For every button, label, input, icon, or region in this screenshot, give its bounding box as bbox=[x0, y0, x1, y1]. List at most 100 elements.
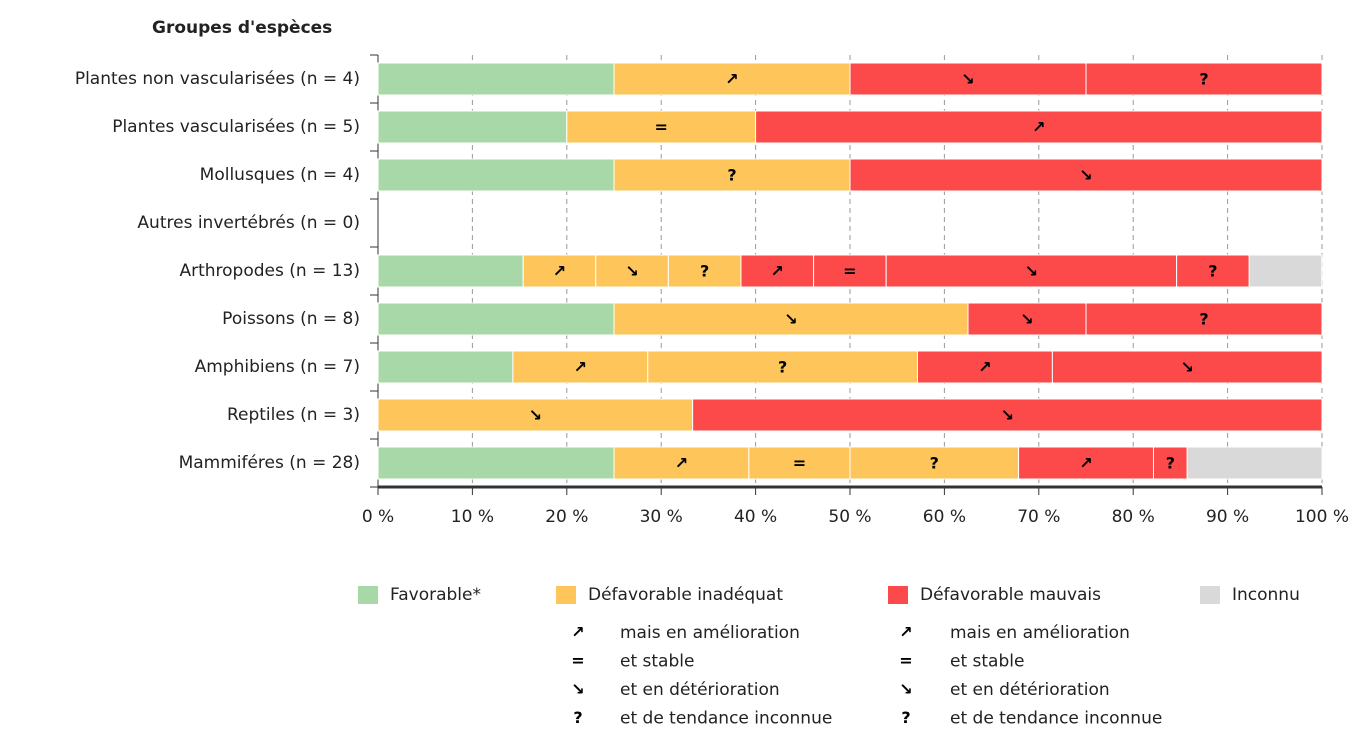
bar-segment bbox=[377, 158, 615, 192]
bar-segment bbox=[849, 158, 1323, 192]
legend-swatch bbox=[556, 586, 576, 604]
trend-symbol: = bbox=[793, 454, 806, 473]
legend-swatch bbox=[358, 586, 378, 604]
trend-legend-label: et en détérioration bbox=[950, 680, 1110, 700]
x-tick-label: 90 % bbox=[1206, 507, 1249, 527]
trend-legend-label: et de tendance inconnue bbox=[950, 709, 1162, 729]
trend-symbol: ? bbox=[727, 166, 736, 185]
trend-symbol: ↘ bbox=[1181, 358, 1194, 377]
trend-legend-label: et stable bbox=[950, 652, 1024, 672]
trend-symbol: ↘ bbox=[1079, 166, 1092, 185]
bar-segment bbox=[377, 254, 524, 288]
trend-symbol: ? bbox=[1208, 262, 1217, 281]
bar-segment bbox=[1248, 254, 1323, 288]
trend-symbol: = bbox=[843, 262, 856, 281]
bar-segment bbox=[377, 302, 615, 336]
trend-legend-symbol: ↗ bbox=[571, 623, 584, 642]
bar-segment bbox=[916, 350, 1053, 384]
bar-segment bbox=[1018, 446, 1154, 480]
y-tick-label: Plantes vascularisées (n = 5) bbox=[112, 117, 360, 137]
bar-segment bbox=[613, 446, 750, 480]
x-tick-label: 60 % bbox=[923, 507, 966, 527]
x-tick-label: 30 % bbox=[640, 507, 683, 527]
trend-symbol: ↘ bbox=[961, 70, 974, 89]
x-tick-label: 70 % bbox=[1017, 507, 1060, 527]
bar-segment bbox=[613, 302, 969, 336]
chart-title: Groupes d'espèces bbox=[152, 18, 332, 38]
trend-symbol: ↘ bbox=[1001, 406, 1014, 425]
legend-swatch bbox=[888, 586, 908, 604]
bar-segment bbox=[849, 62, 1087, 96]
bar-segment bbox=[377, 62, 615, 96]
trend-symbol: ? bbox=[1199, 310, 1208, 329]
legend-label: Défavorable inadéquat bbox=[588, 585, 783, 605]
trend-legend-symbol: = bbox=[571, 651, 584, 670]
y-tick-label: Plantes non vascularisées (n = 4) bbox=[75, 69, 360, 89]
bar-segment bbox=[566, 110, 757, 144]
trend-symbol: ↗ bbox=[675, 454, 688, 473]
trend-symbol: ↗ bbox=[978, 358, 991, 377]
trend-symbol: ↗ bbox=[1032, 118, 1045, 137]
trend-symbol: ↗ bbox=[553, 262, 566, 281]
bar-segment bbox=[377, 110, 568, 144]
bar-segment bbox=[692, 398, 1323, 432]
trend-legend-label: mais en amélioration bbox=[950, 623, 1130, 643]
bar-segment bbox=[522, 254, 597, 288]
y-tick-label: Poissons (n = 8) bbox=[222, 309, 360, 329]
trend-symbol: ↗ bbox=[574, 358, 587, 377]
trend-legend-label: et stable bbox=[620, 652, 694, 672]
trend-legend-label: mais en amélioration bbox=[620, 623, 800, 643]
trend-symbol: ↘ bbox=[1020, 310, 1033, 329]
x-tick-label: 100 % bbox=[1295, 507, 1349, 527]
trend-symbol: ↘ bbox=[784, 310, 797, 329]
bar-segment bbox=[849, 446, 1020, 480]
trend-symbol: ? bbox=[1166, 454, 1175, 473]
y-tick-label: Mollusques (n = 4) bbox=[200, 165, 360, 185]
bar-segment bbox=[512, 350, 649, 384]
x-tick-label: 80 % bbox=[1112, 507, 1155, 527]
trend-symbol: = bbox=[654, 118, 667, 137]
legend-label: Favorable* bbox=[390, 585, 481, 605]
legend-label: Défavorable mauvais bbox=[920, 585, 1101, 605]
legend-label: Inconnu bbox=[1232, 585, 1300, 605]
trend-legend-symbol: = bbox=[899, 651, 912, 670]
bar-segment bbox=[748, 446, 851, 480]
trend-legend-label: et de tendance inconnue bbox=[620, 709, 832, 729]
x-tick-label: 20 % bbox=[545, 507, 588, 527]
x-tick-label: 40 % bbox=[734, 507, 777, 527]
bar-segment bbox=[377, 398, 694, 432]
bar-segment bbox=[813, 254, 887, 288]
bar-segment bbox=[1186, 446, 1323, 480]
trend-symbol: ↗ bbox=[1079, 454, 1092, 473]
trend-legend-symbol: ↘ bbox=[571, 680, 584, 699]
y-tick-label: Amphibiens (n = 7) bbox=[195, 357, 360, 377]
legend-swatch bbox=[1200, 586, 1220, 604]
x-tick-label: 50 % bbox=[828, 507, 871, 527]
trend-symbol: ↘ bbox=[529, 406, 542, 425]
bar-segment bbox=[1085, 302, 1323, 336]
trend-legend-symbol: ↗ bbox=[899, 623, 912, 642]
trend-symbol: ↗ bbox=[771, 262, 784, 281]
bar-segment bbox=[740, 254, 815, 288]
trend-legend-symbol: ? bbox=[901, 708, 910, 727]
trend-legend-label: et en détérioration bbox=[620, 680, 780, 700]
trend-symbol: ? bbox=[778, 358, 787, 377]
bar-segment bbox=[1085, 62, 1323, 96]
trend-legend-symbol: ? bbox=[573, 708, 582, 727]
bar-segment bbox=[755, 110, 1323, 144]
trend-symbol: ↘ bbox=[625, 262, 638, 281]
trend-symbol: ? bbox=[930, 454, 939, 473]
y-tick-label: Autres invertébrés (n = 0) bbox=[137, 213, 360, 233]
x-tick-label: 0 % bbox=[362, 507, 394, 527]
y-tick-label: Mammiféres (n = 28) bbox=[179, 453, 360, 473]
trend-symbol: ↗ bbox=[725, 70, 738, 89]
bar-segment bbox=[377, 446, 615, 480]
y-tick-label: Arthropodes (n = 13) bbox=[179, 261, 360, 281]
trend-symbol: ↘ bbox=[1025, 262, 1038, 281]
x-tick-label: 10 % bbox=[451, 507, 494, 527]
bar-segment bbox=[1051, 350, 1323, 384]
trend-legend-symbol: ↘ bbox=[899, 680, 912, 699]
bar-segment bbox=[613, 158, 851, 192]
bar-segment bbox=[613, 62, 851, 96]
